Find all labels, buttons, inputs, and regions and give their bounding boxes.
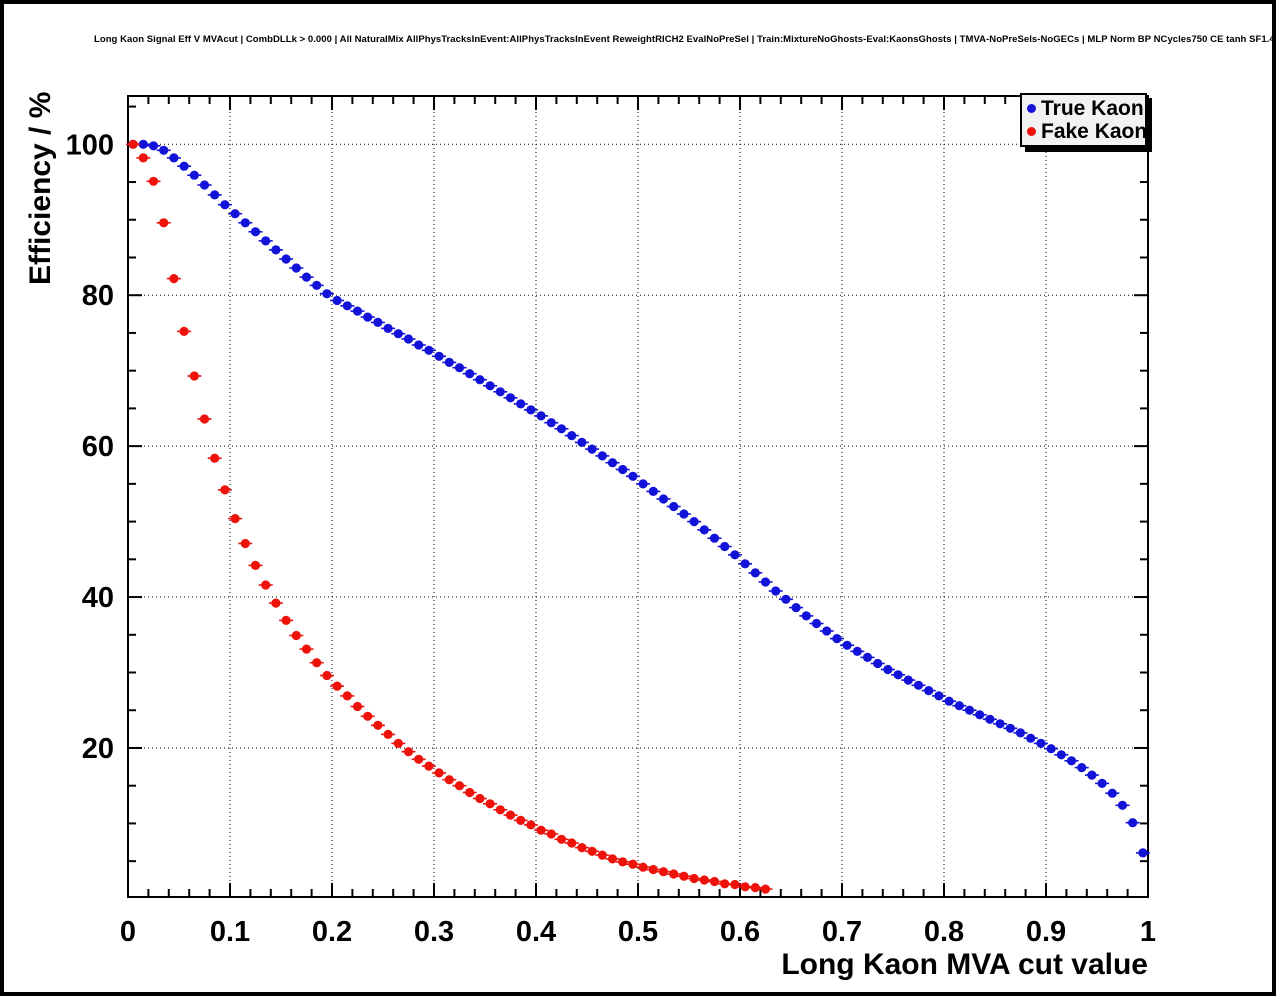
- svg-text:0.6: 0.6: [720, 916, 760, 948]
- svg-text:0.4: 0.4: [516, 916, 556, 948]
- svg-text:0: 0: [120, 916, 136, 948]
- svg-text:40: 40: [82, 582, 114, 614]
- legend-label-true-kaon: True Kaon: [1041, 96, 1144, 120]
- x-axis-title: Long Kaon MVA cut value: [781, 948, 1148, 981]
- svg-text:0.9: 0.9: [1026, 916, 1066, 948]
- svg-text:80: 80: [82, 280, 114, 312]
- svg-text:0.8: 0.8: [924, 916, 964, 948]
- plot-title: Long Kaon Signal Eff V MVAcut | CombDLLk…: [94, 34, 1276, 45]
- svg-text:0.7: 0.7: [822, 916, 862, 948]
- y-axis-title: Efficiency / %: [24, 92, 57, 285]
- y-tick-labels: 20 40 60 80 100: [66, 129, 114, 765]
- legend: True Kaon Fake Kaon: [1020, 93, 1147, 147]
- true-kaon-marker-icon: [1027, 103, 1036, 113]
- series-fake-kaon: [126, 139, 773, 894]
- svg-text:0.2: 0.2: [312, 916, 352, 948]
- svg-text:100: 100: [66, 129, 114, 161]
- series-true-kaon: [126, 139, 1150, 858]
- legend-item-fake-kaon: Fake Kaon: [1027, 120, 1148, 144]
- svg-text:0.1: 0.1: [210, 916, 250, 948]
- svg-text:1: 1: [1140, 916, 1156, 948]
- svg-text:0.3: 0.3: [414, 916, 454, 948]
- legend-item-true-kaon: True Kaon: [1027, 98, 1145, 119]
- fake-kaon-marker-icon: [1027, 127, 1036, 137]
- gridlines: [128, 96, 1148, 897]
- svg-text:20: 20: [82, 733, 114, 765]
- legend-label-fake-kaon: Fake Kaon: [1041, 120, 1148, 144]
- svg-text:0.5: 0.5: [618, 916, 658, 948]
- x-tick-labels: 0 0.1 0.2 0.3 0.4 0.5 0.6 0.7 0.8 0.9 1: [120, 916, 1156, 948]
- svg-text:60: 60: [82, 431, 114, 463]
